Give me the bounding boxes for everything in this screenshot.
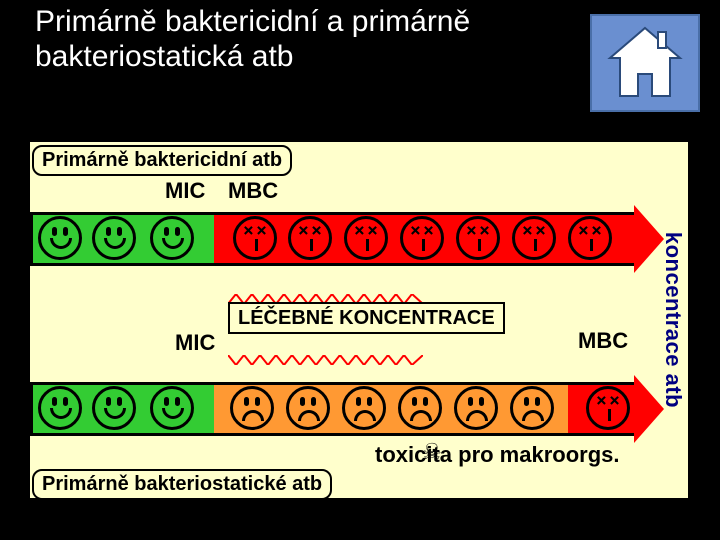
mic-label-bottom: MIC	[175, 330, 215, 356]
vertical-axis-label: koncentrace atb	[660, 232, 686, 408]
diagram-panel: Primárně baktericidní atb MIC MBC ×× ×× …	[28, 140, 690, 500]
toxicity-label: toxicita pro makroorgs.	[375, 442, 620, 468]
top-arrow: ×× ×× ×× ×× ×× ×× ××	[30, 212, 666, 266]
zigzag-bottom	[228, 355, 423, 365]
top-section-label: Primárně baktericidní atb	[32, 145, 292, 176]
mic-label-top: MIC	[165, 178, 205, 204]
mbc-label-top: MBC	[228, 178, 278, 204]
mbc-label-bottom: MBC	[578, 328, 628, 354]
therapy-label: LÉČEBNÉ KONCENTRACE	[228, 302, 505, 334]
bottom-section-label: Primárně bakteriostatické atb	[32, 469, 332, 500]
bottom-arrow: ××	[30, 382, 666, 436]
page-title: Primárně baktericidní a primárně bakteri…	[35, 5, 485, 74]
house-icon	[604, 24, 686, 102]
home-button[interactable]	[590, 14, 700, 112]
